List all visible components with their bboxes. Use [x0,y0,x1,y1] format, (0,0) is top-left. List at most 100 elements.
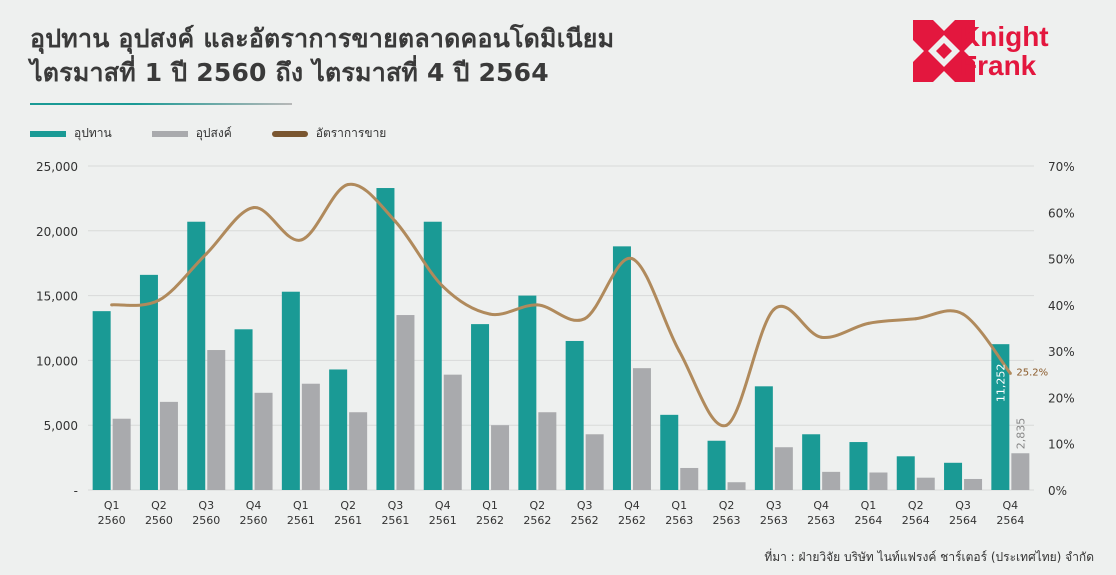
x-tick-label-quarter: Q4 [813,499,829,512]
sales-rate-point [299,238,303,242]
supply-bar [139,274,158,490]
logo-line-2: Frank [960,50,1037,81]
y-right-tick-label: 30% [1048,345,1075,359]
chart-legend: อุปทาน อุปสงค์ อัตราการขาย [30,124,426,143]
sales-rate-data-label: 25.2% [1016,367,1048,378]
y-left-tick-label: 15,000 [36,290,78,304]
sales-rate-point [441,284,445,288]
x-tick-label-year: 2563 [760,514,788,527]
legend-demand-label: อุปสงค์ [195,126,232,140]
legend-supply: อุปทาน [30,124,112,143]
x-tick-label-quarter: Q3 [577,499,593,512]
legend-supply-label: อุปทาน [74,126,112,140]
x-tick-label-year: 2560 [98,514,126,527]
x-tick-label-year: 2564 [854,514,882,527]
supply-bar [281,291,300,490]
y-left-tick-label: - [74,484,78,498]
supply-bar [92,311,111,490]
y-left-tick-label: 25,000 [36,160,78,174]
x-tick-label-year: 2562 [523,514,551,527]
demand-data-label: 2,835 [1014,418,1027,450]
x-tick-label-quarter: Q2 [530,499,546,512]
sales-rate-point [157,298,161,302]
demand-bar [159,401,178,490]
sales-rate-point [535,303,539,307]
legend-demand-swatch [151,130,188,137]
y-right-tick-label: 60% [1048,206,1075,220]
supply-bar [707,440,726,490]
x-tick-label-year: 2561 [287,514,315,527]
x-tick-label-quarter: Q2 [340,499,356,512]
sales-rate-point [677,349,681,353]
x-tick-label-year: 2560 [192,514,220,527]
supply-bar [754,386,773,490]
y-right-tick-label: 70% [1048,160,1075,174]
supply-bar [234,329,253,490]
demand-bar [869,472,888,490]
title-line-2: ไตรมาสที่ 1 ปี 2560 ถึง ไตรมาสที่ 4 ปี 2… [30,58,549,87]
sales-rate-point [725,423,729,427]
sales-rate-point [772,307,776,311]
x-tick-label-quarter: Q3 [955,499,971,512]
demand-bar [112,418,131,490]
legend-sales-rate-swatch [271,130,308,137]
y-right-tick-label: 20% [1048,391,1075,405]
logo-wordmark: Knight Frank [960,22,1049,80]
demand-bar [254,392,273,490]
supply-data-label: 11,252 [994,364,1007,403]
supply-bar [423,221,442,490]
x-tick-label-quarter: Q1 [861,499,877,512]
supply-bar [187,221,206,490]
demand-bar [774,447,793,490]
supply-bar [471,324,490,490]
legend-sales-rate-label: อัตราการขาย [315,126,387,140]
demand-bar [538,412,557,490]
supply-bar [849,442,868,490]
x-tick-label-year: 2563 [665,514,693,527]
sales-rate-point [488,312,492,316]
source-note: ที่มา : ฝ่ายวิจัย บริษัท ไนท์แฟรงค์ ชาร์… [764,550,1094,564]
title-line-1: อุปทาน อุปสงค์ และอัตราการขายตลาดคอนโดมิ… [30,24,615,53]
y-right-tick-label: 50% [1048,253,1075,267]
supply-bar [944,462,963,490]
x-tick-label-quarter: Q3 [198,499,214,512]
legend-supply-swatch [30,130,66,137]
x-tick-label-year: 2560 [145,514,173,527]
x-tick-label-quarter: Q2 [908,499,924,512]
x-tick-label-quarter: Q4 [246,499,262,512]
sales-rate-point [252,206,256,210]
x-tick-label-quarter: Q3 [766,499,782,512]
sales-rate-point [961,312,965,316]
legend-demand: อุปสงค์ [151,124,232,143]
sales-rate-point [866,321,870,325]
supply-bar [896,456,915,490]
demand-bar [301,383,320,490]
x-tick-label-quarter: Q1 [671,499,687,512]
y-right-tick-label: 10% [1048,438,1075,452]
supply-bar [565,340,584,490]
supply-bar [518,295,537,490]
sales-rate-point [630,257,634,261]
demand-bar [916,477,935,490]
y-left-tick-label: 5,000 [44,419,78,433]
x-tick-label-quarter: Q3 [388,499,404,512]
x-tick-label-year: 2564 [996,514,1024,527]
y-right-tick-label: 0% [1048,484,1067,498]
x-tick-label-quarter: Q4 [435,499,451,512]
demand-bar [964,478,983,490]
demand-bar [1011,453,1030,490]
x-tick-label-year: 2563 [807,514,835,527]
demand-bar [822,471,841,490]
x-tick-label-year: 2562 [571,514,599,527]
x-tick-label-year: 2564 [949,514,977,527]
sales-rate-line [111,182,1012,428]
x-tick-label-year: 2564 [902,514,930,527]
y-right-tick-label: 40% [1048,299,1075,313]
sales-rate-point [583,317,587,321]
sales-rate-point [819,335,823,339]
knight-frank-logo-icon [913,20,975,82]
sales-rate-point [346,183,350,187]
y-left-tick-label: 20,000 [36,225,78,239]
supply-bar [329,369,348,490]
x-tick-label-year: 2563 [713,514,741,527]
